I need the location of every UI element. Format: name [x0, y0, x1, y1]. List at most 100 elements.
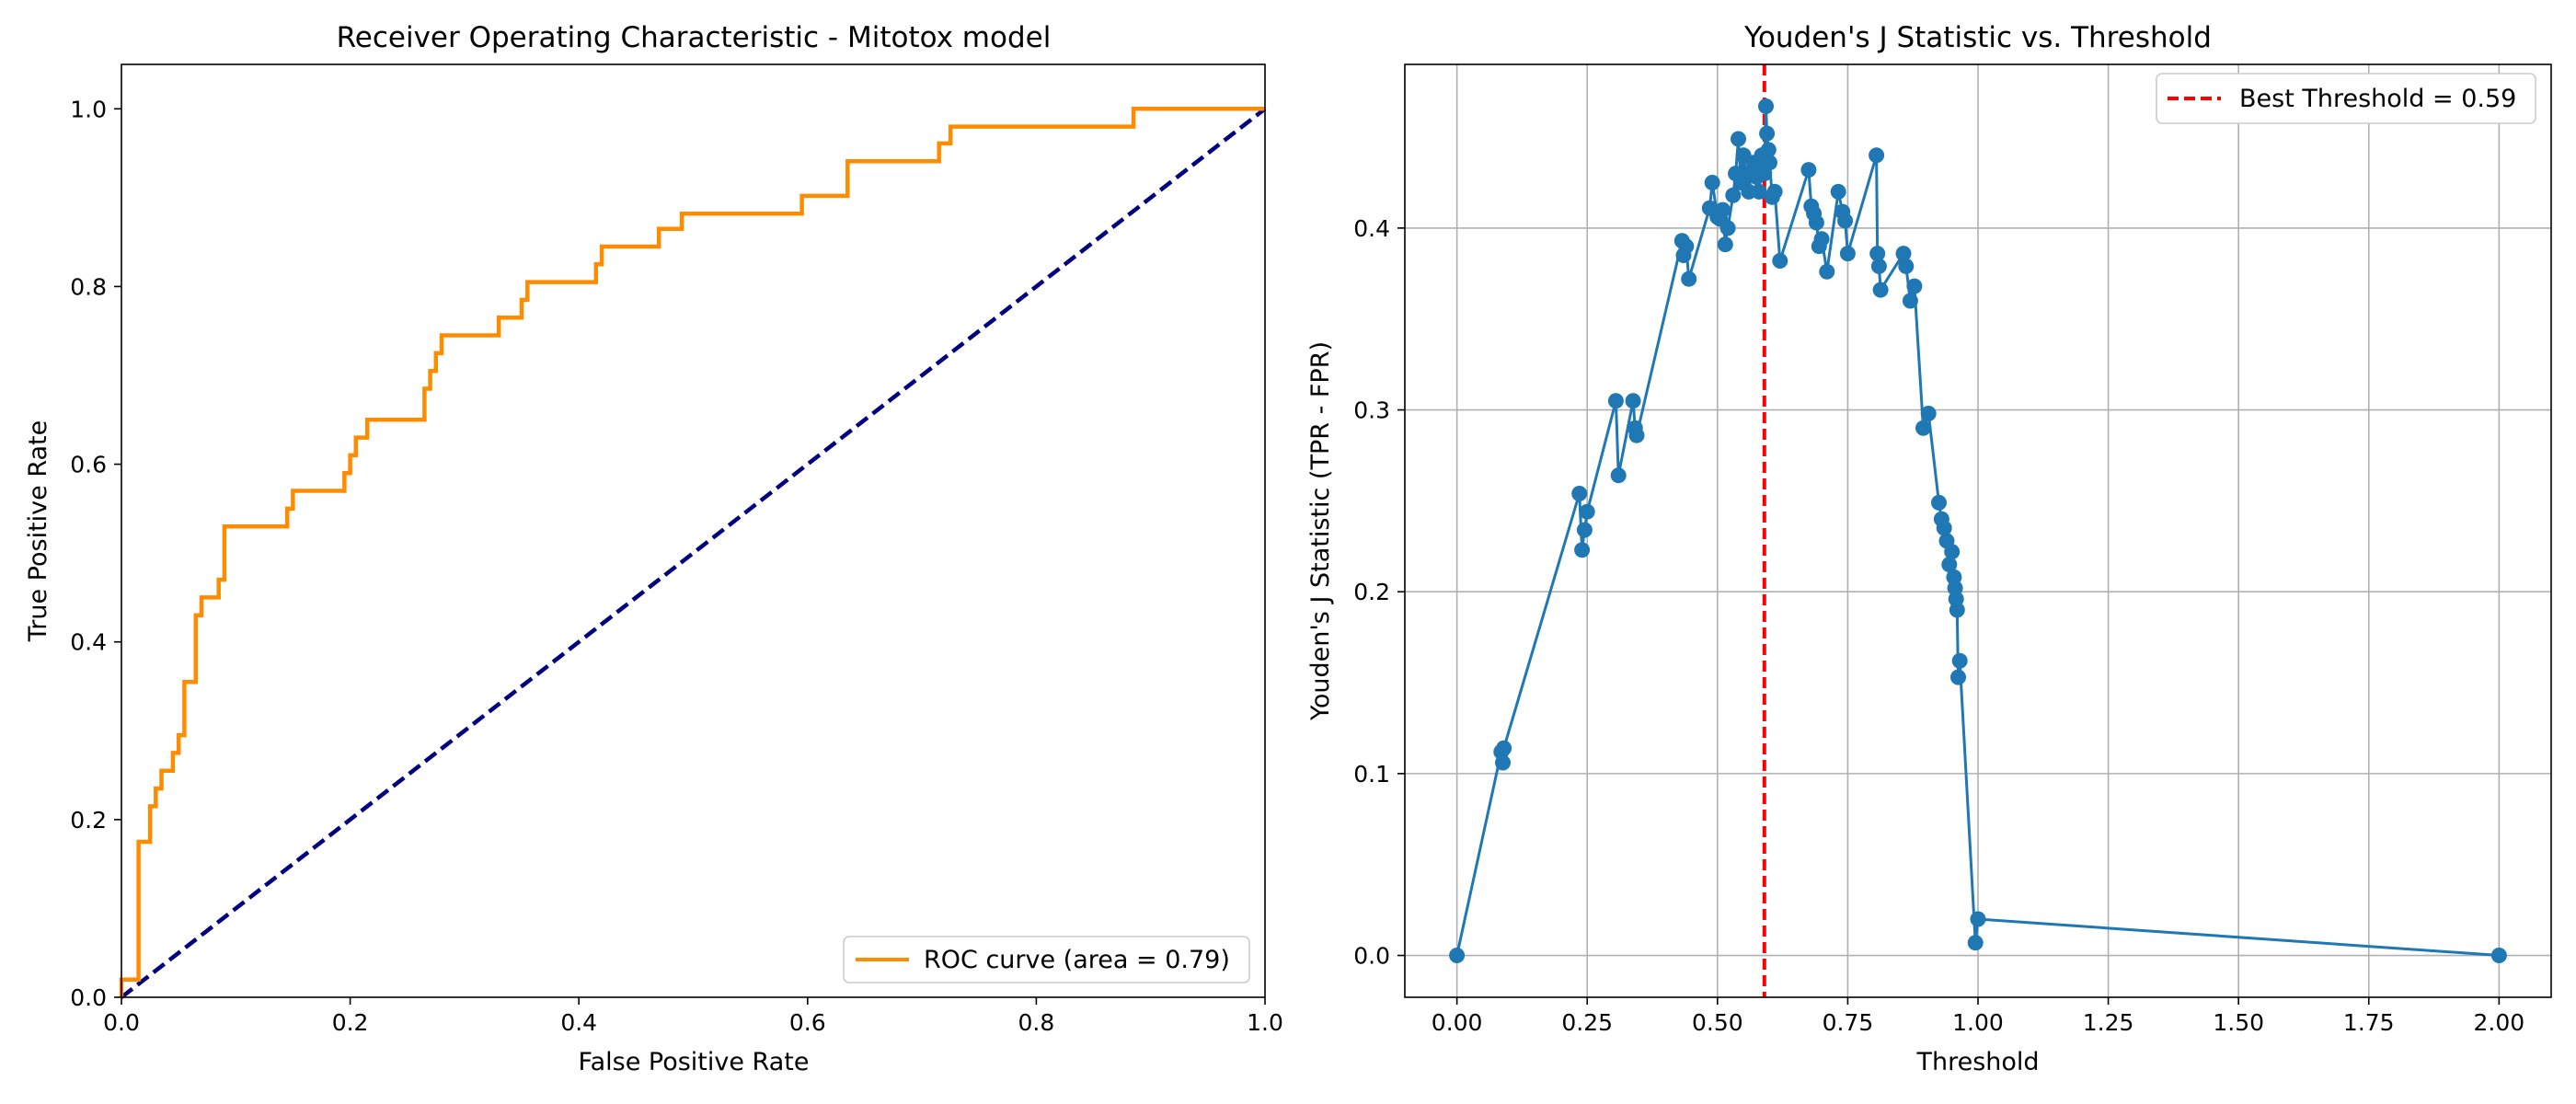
roc-legend-box	[843, 936, 1250, 983]
roc-x-tick-label: 0.6	[789, 1009, 826, 1036]
roc-y-tick-label: 0.2	[70, 807, 107, 834]
roc-x-ticks: 0.0 0.2 0.4 0.6 0.8 1.0	[103, 997, 1283, 1036]
youden-data-point	[1839, 246, 1856, 262]
youden-x-tick-label: 0.50	[1692, 1009, 1743, 1036]
youden-data-point	[1869, 147, 1885, 164]
roc-x-tick-label: 0.2	[332, 1009, 369, 1036]
roc-curve-line	[119, 107, 1265, 997]
youden-data-point	[1681, 270, 1697, 287]
youden-data-point	[1758, 98, 1774, 114]
youden-y-tick-label: 0.1	[1353, 761, 1390, 788]
youden-grid	[1405, 64, 2551, 997]
youden-data-point	[1967, 935, 1984, 951]
youden-x-tick-label: 2.00	[2474, 1009, 2525, 1036]
youden-data-point	[1704, 175, 1720, 190]
youden-data-point	[1811, 238, 1827, 255]
chance-diagonal-line	[120, 107, 1267, 999]
youden-x-tick-label: 1.25	[2083, 1009, 2134, 1036]
roc-chart: Receiver Operating Characteristic - Mito…	[24, 21, 1283, 1076]
youden-data-point	[1830, 183, 1846, 200]
roc-plot-area	[121, 64, 1265, 997]
youden-data-point	[1869, 246, 1886, 262]
youden-data-point	[1895, 246, 1912, 262]
youden-data-point	[1675, 247, 1692, 263]
youden-data-point	[1906, 278, 1923, 294]
youden-data-point	[1449, 948, 1466, 963]
youden-legend-box	[2156, 73, 2536, 124]
youden-data-point	[1915, 420, 1931, 436]
youden-y-tick-label: 0.3	[1353, 397, 1390, 424]
youden-legend: Best Threshold = 0.59	[2156, 73, 2536, 124]
youden-data-point	[1571, 486, 1588, 501]
youden-data-point	[1725, 187, 1742, 203]
youden-data-point	[1941, 557, 1958, 573]
youden-x-tick-label: 1.00	[1952, 1009, 2004, 1036]
youden-series	[1449, 98, 2507, 963]
roc-legend: ROC curve (area = 0.79)	[843, 936, 1250, 983]
youden-x-ticks: 0.00 0.25 0.50 0.75 1.00 1.25 1.50 1.75 2.00	[1432, 997, 2524, 1036]
roc-x-axis-label: False Positive Rate	[579, 1048, 810, 1076]
roc-y-axis-label: True Positive Rate	[24, 420, 52, 643]
youden-x-tick-label: 0.00	[1432, 1009, 1483, 1036]
youden-x-axis-label: Threshold	[1915, 1048, 2039, 1076]
youden-x-tick-label: 0.75	[1823, 1009, 1874, 1036]
youden-data-point	[1970, 911, 1986, 927]
youden-data-point	[1902, 293, 1918, 309]
youden-chart-title: Youden's J Statistic vs. Threshold	[1743, 21, 2212, 54]
youden-data-point	[1673, 233, 1690, 249]
youden-chart: Youden's J Statistic vs. Threshold 0.00 0…	[1306, 21, 2552, 1076]
roc-curves	[119, 107, 1267, 999]
youden-data-point	[1950, 669, 1966, 685]
youden-x-tick-label: 1.75	[2343, 1009, 2395, 1036]
youden-data-point	[1625, 393, 1641, 409]
youden-y-axis-label: Youden's J Statistic (TPR - FPR)	[1306, 341, 1335, 721]
youden-data-point	[1898, 258, 1915, 274]
roc-x-tick-label: 0.8	[1018, 1009, 1055, 1036]
youden-data-point	[1931, 494, 1947, 511]
roc-x-tick-label: 0.4	[560, 1009, 597, 1036]
youden-data-point	[1717, 236, 1733, 253]
youden-legend-label: Best Threshold = 0.59	[2239, 85, 2516, 113]
youden-data-point	[1938, 533, 1955, 549]
roc-chart-title: Receiver Operating Characteristic - Mito…	[337, 21, 1052, 54]
roc-plot-frame	[121, 63, 1266, 998]
roc-y-tick-label: 0.4	[70, 629, 107, 656]
youden-y-ticks: 0.0 0.1 0.2 0.3 0.4	[1353, 215, 1405, 970]
youden-data-point	[1800, 162, 1817, 178]
youden-y-tick-label: 0.4	[1353, 215, 1390, 242]
youden-data-point	[2490, 948, 2507, 963]
youden-data-point	[1607, 393, 1624, 409]
youden-x-tick-label: 0.25	[1561, 1009, 1613, 1036]
youden-data-point	[1574, 542, 1591, 558]
youden-data-point	[1764, 189, 1780, 205]
youden-data-point	[1933, 511, 1949, 527]
roc-legend-label: ROC curve (area = 0.79)	[924, 946, 1230, 974]
youden-data-point	[1834, 203, 1851, 220]
youden-data-point	[1870, 258, 1887, 274]
roc-y-tick-label: 1.0	[70, 96, 107, 122]
youden-data-point	[1819, 263, 1835, 280]
youden-data-point	[1579, 503, 1595, 520]
youden-data-point	[1735, 147, 1752, 164]
youden-data-point	[1493, 743, 1510, 760]
roc-y-tick-label: 0.8	[70, 273, 107, 300]
youden-data-point	[1701, 200, 1718, 216]
youden-data-point	[1951, 652, 1968, 669]
youden-data-point	[1731, 131, 1746, 147]
youden-x-tick-label: 1.50	[2213, 1009, 2264, 1036]
youden-data-point	[1946, 569, 1962, 585]
youden-data-point	[1920, 406, 1937, 421]
youden-data-point	[1576, 522, 1593, 538]
youden-data-point	[1627, 420, 1643, 436]
youden-data-point	[1772, 253, 1788, 269]
roc-x-tick-label: 0.0	[103, 1009, 140, 1036]
youden-data-point	[1610, 467, 1627, 484]
youden-data-point	[1803, 198, 1820, 214]
youden-data-point	[1759, 125, 1776, 142]
youden-y-tick-label: 0.2	[1353, 579, 1390, 605]
roc-y-tick-label: 0.6	[70, 452, 107, 478]
youden-data-point	[1728, 166, 1744, 182]
roc-x-tick-label: 1.0	[1247, 1009, 1283, 1036]
roc-y-tick-label: 0.0	[70, 984, 107, 1011]
